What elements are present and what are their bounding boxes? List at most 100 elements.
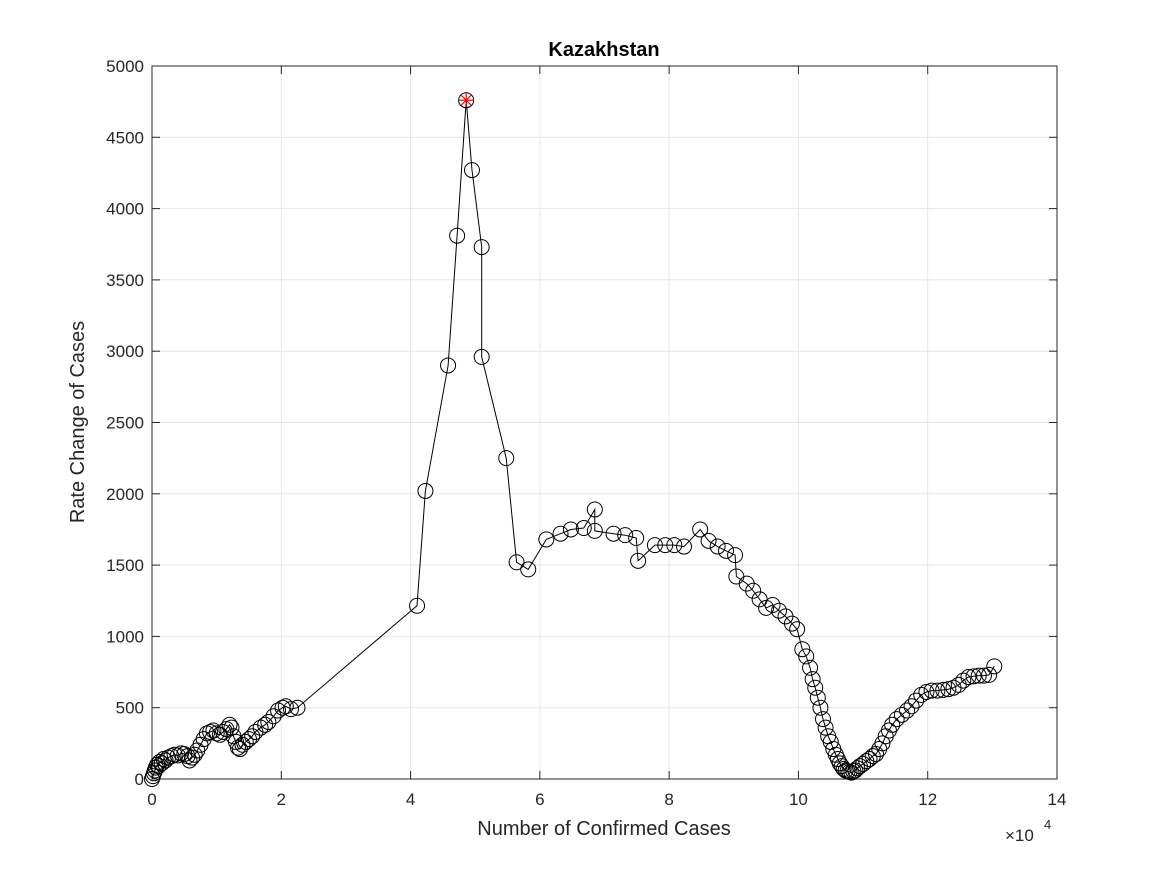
data-point [676, 538, 693, 555]
data-point [718, 542, 735, 559]
data-point [804, 671, 821, 688]
y-tick-label: 5000 [106, 57, 144, 76]
y-tick-label: 1500 [106, 556, 144, 575]
data-point [265, 708, 282, 725]
data-point [260, 713, 277, 730]
tick-labels: 0 2 4 6 8 10 12 14 0 500 1000 1500 2000 2500 3000 3500 4… [106, 57, 1066, 809]
data-point [202, 723, 219, 740]
data-point [903, 698, 920, 715]
data-point [473, 348, 490, 365]
data-point [981, 666, 998, 683]
data-point [586, 501, 603, 518]
data-point [855, 756, 872, 773]
grid-lines [151, 65, 1058, 780]
data-point [807, 679, 824, 696]
y-tick-label: 3000 [106, 342, 144, 361]
data-point [692, 521, 709, 538]
data-point [986, 658, 1003, 675]
data-point [764, 597, 781, 614]
data-point [798, 648, 815, 665]
y-axis-label: Rate Change of Cases [67, 321, 89, 523]
data-point [211, 726, 228, 743]
data-point [913, 686, 930, 703]
data-point [893, 706, 910, 723]
x-tick-label: 10 [789, 790, 808, 809]
peak-asterisk-marker [459, 93, 474, 108]
data-point [975, 667, 992, 684]
data-point [700, 532, 717, 549]
data-point [817, 719, 834, 736]
x-tick-label: 14 [1048, 790, 1067, 809]
data-point [538, 531, 555, 548]
data-point [605, 525, 622, 542]
data-point [552, 525, 569, 542]
data-point [965, 668, 982, 685]
data-point [277, 698, 294, 715]
data-point [244, 728, 261, 745]
data-point [657, 537, 674, 554]
data-point [575, 520, 592, 537]
data-point [208, 725, 225, 742]
data-point [440, 357, 457, 374]
data-point [257, 716, 274, 733]
data-point [809, 689, 826, 706]
y-tick-label: 4000 [106, 200, 144, 219]
x-exponent-label: ×10 [1005, 826, 1034, 845]
data-point [727, 547, 744, 564]
data-point [186, 746, 203, 763]
data-point [783, 615, 800, 632]
data-point [181, 752, 198, 769]
data-point [417, 482, 434, 499]
data-point [237, 733, 254, 750]
x-tick-label: 0 [147, 790, 156, 809]
y-tick-label: 3500 [106, 271, 144, 290]
y-tick-label: 1000 [106, 627, 144, 646]
data-point [814, 711, 831, 728]
series-line [151, 100, 995, 780]
data-point [970, 667, 987, 684]
data-point [234, 736, 251, 753]
data-point [282, 701, 299, 718]
data-point [617, 527, 634, 544]
data-point [960, 669, 977, 686]
data-point [562, 521, 579, 538]
data-point [163, 748, 180, 765]
x-axis-label: Number of Confirmed Cases [477, 818, 730, 840]
data-point [458, 92, 475, 109]
data-point [270, 702, 287, 719]
data-point [923, 682, 940, 699]
data-point [955, 672, 972, 689]
x-tick-label: 2 [277, 790, 286, 809]
data-point [221, 716, 238, 733]
data-point [586, 522, 603, 539]
data-point [861, 751, 878, 768]
data-point [789, 621, 806, 638]
chart-title: Kazakhstan [548, 39, 659, 61]
data-point [666, 537, 683, 554]
data-point [223, 719, 240, 736]
data-point [498, 450, 515, 467]
x-tick-label: 4 [406, 790, 415, 809]
data-point [771, 602, 788, 619]
y-tick-label: 2500 [106, 414, 144, 433]
data-point [802, 659, 819, 676]
y-tick-label: 2000 [106, 485, 144, 504]
data-point [935, 681, 952, 698]
data-point [843, 764, 860, 781]
data-point [812, 699, 829, 716]
x-tick-label: 8 [664, 790, 673, 809]
data-point [709, 538, 726, 555]
series-polyline [151, 100, 995, 780]
x-tick-label: 6 [535, 790, 544, 809]
data-point [473, 239, 490, 256]
y-tick-label: 0 [135, 770, 144, 789]
x-tick-label: 12 [918, 790, 937, 809]
y-tick-label: 4500 [106, 128, 144, 147]
data-point [508, 554, 525, 571]
data-point [908, 692, 925, 709]
y-tick-label: 500 [116, 699, 144, 718]
data-point [874, 735, 891, 752]
data-point [899, 702, 916, 719]
data-point [884, 716, 901, 733]
